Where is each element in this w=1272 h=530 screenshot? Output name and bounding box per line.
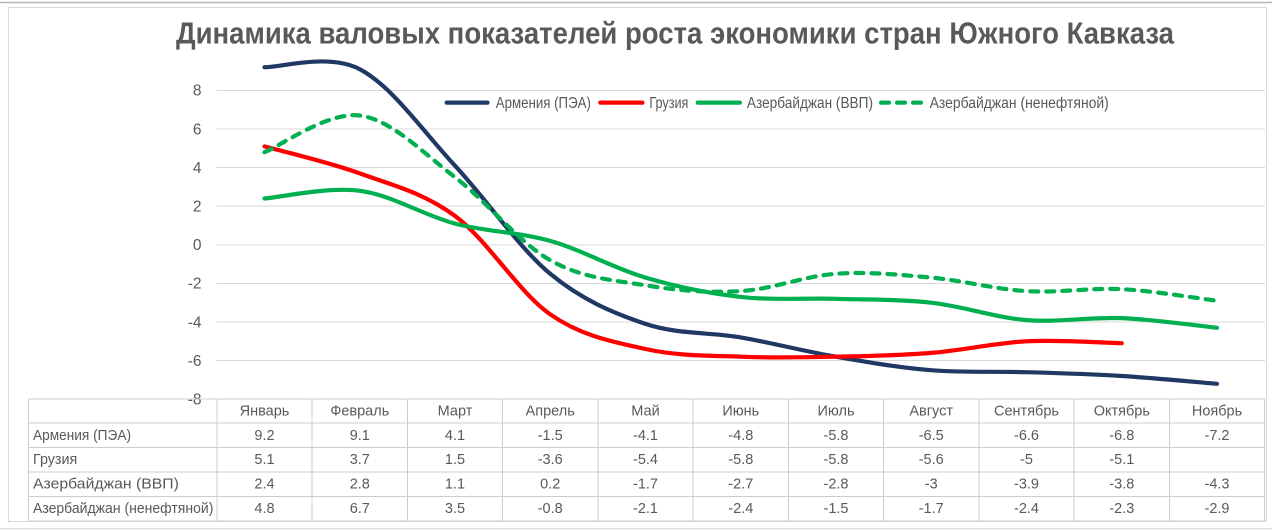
svg-text:Азербайджан (ненефтяной): Азербайджан (ненефтяной) (33, 501, 213, 517)
svg-text:-2.4: -2.4 (728, 501, 753, 517)
svg-text:-3.9: -3.9 (1014, 477, 1039, 493)
svg-text:Июль: Июль (818, 403, 855, 419)
svg-text:1.5: 1.5 (445, 452, 465, 468)
svg-text:-4.8: -4.8 (728, 428, 753, 444)
svg-text:Азербайджан (ненефтяной): Азербайджан (ненефтяной) (930, 95, 1109, 112)
svg-text:Январь: Январь (240, 403, 290, 419)
svg-text:-5.4: -5.4 (633, 452, 658, 468)
svg-text:-5.1: -5.1 (1109, 452, 1134, 468)
svg-text:Июнь: Июнь (722, 403, 759, 419)
svg-text:-2.3: -2.3 (1109, 501, 1134, 517)
svg-text:9.1: 9.1 (350, 428, 370, 444)
svg-text:Азербайджан (ВВП): Азербайджан (ВВП) (33, 477, 179, 493)
svg-text:2: 2 (193, 199, 202, 216)
svg-text:-3.8: -3.8 (1109, 477, 1134, 493)
svg-text:9.2: 9.2 (254, 428, 274, 444)
svg-text:2.8: 2.8 (350, 477, 370, 493)
svg-text:-2.1: -2.1 (633, 501, 658, 517)
svg-text:Октябрь: Октябрь (1094, 403, 1150, 419)
svg-text:Азербайджан (ВВП): Азербайджан (ВВП) (747, 95, 873, 112)
svg-text:-5: -5 (1020, 452, 1033, 468)
svg-text:5.1: 5.1 (254, 452, 274, 468)
svg-text:6.7: 6.7 (350, 501, 370, 517)
svg-text:Грузия: Грузия (33, 452, 77, 468)
svg-text:-2.4: -2.4 (1014, 501, 1039, 517)
svg-text:4.1: 4.1 (445, 428, 465, 444)
svg-text:4: 4 (193, 160, 202, 177)
svg-text:-1.7: -1.7 (633, 477, 658, 493)
svg-text:Февраль: Февраль (330, 403, 389, 419)
svg-text:Апрель: Апрель (526, 403, 575, 419)
svg-text:-2.9: -2.9 (1205, 501, 1230, 517)
svg-text:0.2: 0.2 (540, 477, 560, 493)
svg-text:Армения (ПЭА): Армения (ПЭА) (496, 95, 591, 112)
svg-text:-2.8: -2.8 (824, 477, 849, 493)
svg-text:-3.6: -3.6 (538, 452, 563, 468)
svg-text:-5.8: -5.8 (728, 452, 753, 468)
svg-text:3.7: 3.7 (350, 452, 370, 468)
svg-text:Динамика валовых показателей р: Динамика валовых показателей роста эконо… (176, 17, 1175, 51)
svg-text:-4.1: -4.1 (633, 428, 658, 444)
svg-text:Август: Август (909, 403, 953, 419)
svg-text:8: 8 (193, 83, 202, 100)
svg-text:2.4: 2.4 (254, 477, 274, 493)
svg-text:-1.7: -1.7 (919, 501, 944, 517)
svg-text:1.1: 1.1 (445, 477, 465, 493)
svg-text:-5.8: -5.8 (824, 428, 849, 444)
svg-text:6: 6 (193, 121, 202, 138)
svg-text:-1.5: -1.5 (538, 428, 563, 444)
svg-text:Армения (ПЭА): Армения (ПЭА) (33, 428, 131, 444)
svg-text:-7.2: -7.2 (1205, 428, 1230, 444)
svg-text:-0.8: -0.8 (538, 501, 563, 517)
svg-text:Март: Март (438, 403, 473, 419)
svg-text:-2.7: -2.7 (728, 477, 753, 493)
svg-text:0: 0 (193, 237, 202, 254)
svg-text:3.5: 3.5 (445, 501, 465, 517)
svg-text:-5.6: -5.6 (919, 452, 944, 468)
svg-text:-1.5: -1.5 (824, 501, 849, 517)
svg-text:-6.5: -6.5 (919, 428, 944, 444)
svg-text:-2: -2 (188, 276, 202, 293)
svg-text:-6.6: -6.6 (1014, 428, 1039, 444)
svg-text:-6.8: -6.8 (1109, 428, 1134, 444)
svg-text:-6: -6 (188, 353, 202, 370)
svg-text:-3: -3 (925, 477, 938, 493)
svg-text:-4: -4 (188, 314, 202, 331)
svg-text:-5.8: -5.8 (824, 452, 849, 468)
svg-text:Сентябрь: Сентябрь (994, 403, 1059, 419)
svg-text:-4.3: -4.3 (1205, 477, 1230, 493)
svg-text:Ноябрь: Ноябрь (1192, 403, 1242, 419)
svg-text:Грузия: Грузия (649, 95, 688, 112)
svg-text:4.8: 4.8 (254, 501, 274, 517)
svg-text:-8: -8 (188, 392, 202, 409)
svg-text:Май: Май (631, 403, 659, 419)
